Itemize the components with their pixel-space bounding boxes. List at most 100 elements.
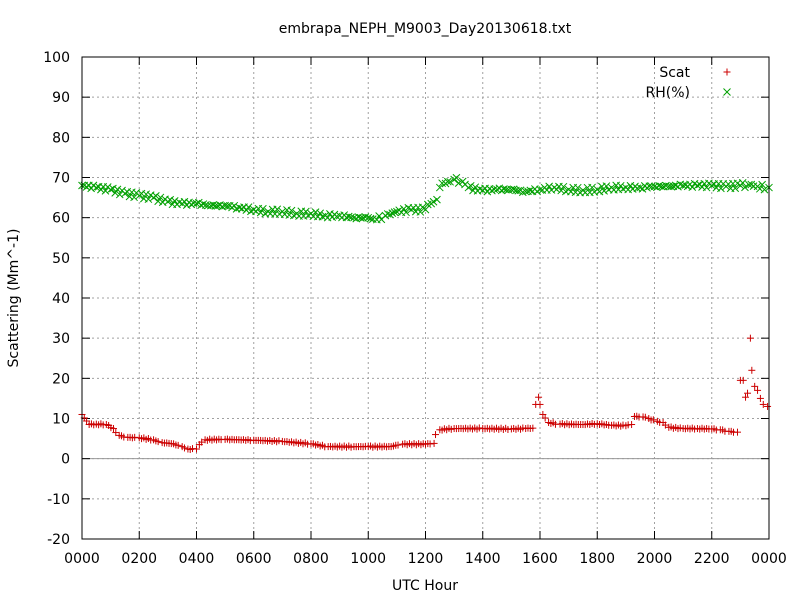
data-point xyxy=(756,394,764,402)
data-point xyxy=(657,182,666,191)
y-axis-label: Scattering (Mm^-1) xyxy=(6,229,22,368)
data-point xyxy=(734,428,742,436)
data-point xyxy=(671,181,680,190)
data-point xyxy=(399,205,408,213)
data-point xyxy=(280,210,289,219)
data-point xyxy=(211,201,220,210)
data-point xyxy=(144,195,153,204)
data-point xyxy=(557,186,566,195)
data-point xyxy=(466,181,475,190)
data-point xyxy=(386,210,394,219)
data-point xyxy=(438,179,446,188)
data-point xyxy=(287,206,296,215)
data-point xyxy=(180,444,188,452)
y-tick-label: -20 xyxy=(47,532,70,548)
y-axis-ticks: -20 -10 0 10 20 30 40 50 60 70 80 90 100 xyxy=(43,50,769,548)
data-point xyxy=(361,213,370,221)
y-tick-label: 40 xyxy=(52,291,70,307)
data-point xyxy=(193,445,200,453)
data-point xyxy=(209,201,217,209)
data-point xyxy=(545,182,554,191)
data-point xyxy=(435,183,444,192)
data-point xyxy=(166,195,175,204)
data-point xyxy=(475,424,483,432)
data-point xyxy=(471,183,480,192)
data-point xyxy=(693,181,702,190)
data-point xyxy=(273,205,282,214)
data-point xyxy=(106,185,115,194)
x-axis-label: UTC Hour xyxy=(392,578,458,594)
data-point xyxy=(541,414,549,422)
data-point xyxy=(742,393,750,401)
data-point xyxy=(676,424,684,432)
data-point xyxy=(741,183,749,192)
data-point xyxy=(446,177,454,186)
data-point xyxy=(142,190,150,199)
data-point xyxy=(667,182,675,191)
data-point xyxy=(174,441,182,449)
data-point xyxy=(156,193,165,202)
data-point xyxy=(759,400,767,408)
data-point xyxy=(754,386,762,394)
data-point xyxy=(539,410,547,418)
x-tick-label: 0000 xyxy=(751,551,787,567)
data-point xyxy=(748,366,756,374)
x-tick-label: 2200 xyxy=(694,551,730,567)
x-tick-label: 2000 xyxy=(637,551,673,567)
x-axis-ticks: 0000 0200 0400 0600 0800 1000 1200 1400 1600 1800… xyxy=(64,57,787,567)
data-point xyxy=(731,184,740,193)
x-tick-label: 0200 xyxy=(121,551,157,567)
data-point xyxy=(421,205,430,214)
data-point xyxy=(497,186,506,195)
series-scat xyxy=(78,334,772,454)
data-point xyxy=(192,199,201,208)
data-point xyxy=(111,188,120,197)
y-tick-label: 50 xyxy=(52,251,70,267)
data-point xyxy=(717,184,725,193)
data-point xyxy=(600,186,608,195)
data-point xyxy=(746,334,754,342)
data-point xyxy=(588,183,596,192)
data-point xyxy=(230,201,239,210)
y-tick-label: 90 xyxy=(52,90,70,106)
legend-label: RH(%) xyxy=(646,85,690,101)
data-point xyxy=(402,208,410,217)
data-point xyxy=(751,382,759,390)
y-tick-label: 0 xyxy=(61,452,70,468)
data-point xyxy=(738,179,747,187)
data-point xyxy=(643,183,651,192)
data-point xyxy=(616,181,625,190)
y-tick-label: 10 xyxy=(52,412,70,428)
series-rh xyxy=(78,173,773,224)
data-point xyxy=(628,421,636,429)
data-point xyxy=(509,185,518,194)
legend-marker-rh xyxy=(723,88,731,96)
data-point xyxy=(707,181,716,190)
grid-lines xyxy=(82,57,769,539)
data-point xyxy=(679,181,687,190)
data-point xyxy=(559,182,568,191)
y-tick-label: -10 xyxy=(47,492,70,508)
data-point xyxy=(92,183,101,192)
y-tick-label: 20 xyxy=(52,371,70,387)
data-point xyxy=(430,439,438,447)
data-point xyxy=(514,186,523,195)
data-point xyxy=(259,204,267,213)
data-point xyxy=(125,192,134,201)
data-point xyxy=(426,440,434,448)
data-point xyxy=(744,389,752,397)
data-point xyxy=(507,185,516,194)
x-tick-label: 1000 xyxy=(350,551,386,567)
data-point xyxy=(526,186,535,195)
data-point xyxy=(244,203,253,212)
y-tick-label: 60 xyxy=(52,211,70,227)
data-point xyxy=(447,425,455,433)
data-marks xyxy=(78,173,773,454)
data-point xyxy=(388,209,397,218)
data-point xyxy=(500,185,508,193)
data-point xyxy=(429,197,438,206)
data-point xyxy=(536,185,544,194)
data-point xyxy=(154,197,162,206)
data-point xyxy=(151,192,160,200)
